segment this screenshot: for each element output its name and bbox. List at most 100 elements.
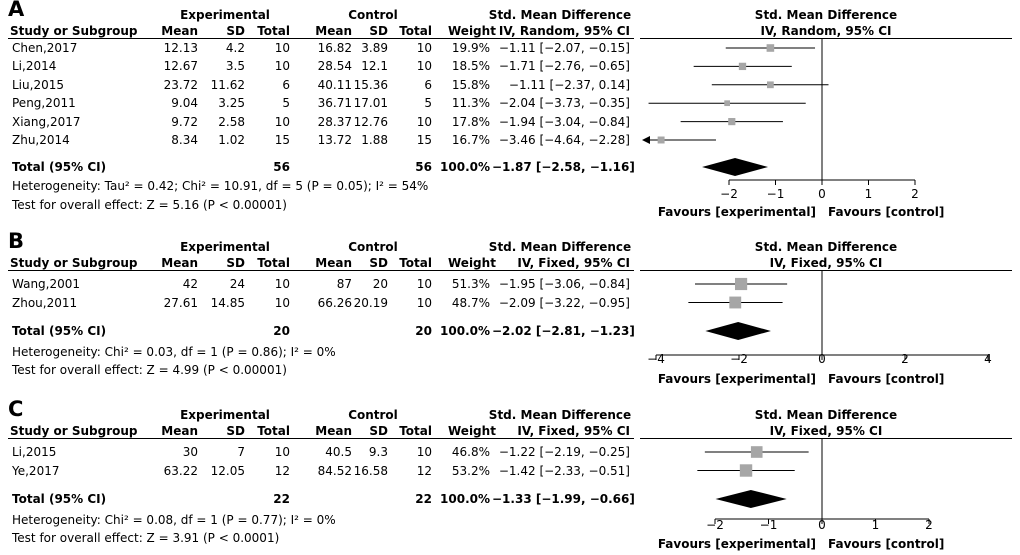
ctrl-mean: 28.54 [317,59,352,74]
header-plot-title: Std. Mean Difference [754,408,898,422]
exp-total: 10 [274,41,290,55]
study-name: Peng,2011 [12,96,76,111]
forest-panel-b: B Experimental Control Std. Mean Difference… [0,230,1020,390]
ctrl-sd: 3.89 [361,41,388,55]
study-weight: 48.7% [451,295,490,310]
header-study: Study or Subgroup [10,424,138,438]
exp-sd: 1.02 [218,133,245,147]
study-name: Zhou,2011 [12,295,78,310]
ctrl-total: 12 [416,463,432,478]
x-tick-label: −1 [760,518,778,532]
exp-sd: 14.85 [210,295,245,310]
header-experimental: Experimental [180,240,270,254]
ctrl-mean: 40.11 [317,77,352,92]
favours-control-label: Favours [control] [828,205,944,219]
header-effect-title: Std. Mean Difference [488,408,632,422]
exp-mean: 42 [182,277,198,291]
exp-mean: 30 [182,445,198,459]
favours-experimental-label: Favours [experimental] [658,537,816,551]
study-weight-marker [734,277,748,291]
exp-sd: 24 [229,277,245,291]
exp-total: 10 [274,59,290,74]
x-tick-label: 4 [984,352,992,366]
ctrl-mean: 84.52 [317,463,352,478]
study-name: Ye,2017 [12,463,60,478]
study-weight-marker [657,136,665,144]
study-weight: 18.5% [451,59,490,74]
header-exp-sd: SD [226,24,245,38]
header-control: Control [348,240,398,254]
panel-label: C [8,397,24,421]
ctrl-mean: 87 [336,277,352,291]
x-tick-label: 2 [925,518,933,532]
overall-effect-text: Test for overall effect: Z = 4.99 (P < 0… [12,363,287,377]
study-weight: 53.2% [451,463,490,478]
favours-experimental-label: Favours [experimental] [658,372,816,386]
study-weight: 15.8% [451,77,490,92]
exp-sd: 12.05 [210,463,245,478]
x-tick-label: 0 [818,187,826,201]
heterogeneity-text: Heterogeneity: Tau² = 0.42; Chi² = 10.91… [12,179,429,193]
x-tick-label: 1 [865,187,873,201]
header-exp-sd: SD [226,256,245,270]
ctrl-mean: 40.5 [325,445,352,459]
header-ctrl-total: Total [399,256,432,270]
plot-header-rule [640,438,1012,439]
study-weight: 51.3% [451,277,490,291]
study-ci: −1.94 [−3.04, −0.84] [498,114,630,129]
study-weight: 19.9% [451,41,490,55]
study-name: Liu,2015 [12,77,64,92]
study-ci: −3.46 [−4.64, −2.28] [498,133,630,147]
forest-plot-a: −2 −1 0 1 2 Favours [experimental] Favours [co… [642,38,944,219]
exp-sd: 3.5 [225,59,245,74]
header-study: Study or Subgroup [10,256,138,270]
ctrl-sd: 1.88 [361,133,388,147]
header-exp-mean: Mean [161,256,198,270]
header-study: Study or Subgroup [10,24,138,38]
header-exp-mean: Mean [161,424,198,438]
x-tick-label: 0 [818,352,826,366]
ctrl-mean: 13.72 [317,133,352,147]
header-plot-title: Std. Mean Difference [754,8,898,22]
exp-total: 15 [274,133,290,147]
study-ci: −1.71 [−2.76, −0.65] [498,59,630,74]
pooled-effect-diamond [705,322,771,340]
header-plot-sub: IV, Fixed, 95% CI [769,424,883,438]
header-ctrl-sd: SD [369,424,388,438]
ctrl-sd: 12.1 [361,59,388,74]
total-ctrl-n: 56 [415,160,432,174]
exp-total: 12 [274,463,290,478]
header-experimental: Experimental [180,8,270,22]
header-plot-sub: IV, Fixed, 95% CI [769,256,883,270]
exp-mean: 27.61 [163,295,198,310]
study-ci: −2.09 [−3.22, −0.95] [498,295,630,310]
study-ci: −1.42 [−2.33, −0.51] [498,463,630,478]
total-weight: 100.0% [440,160,490,174]
header-ctrl-sd: SD [369,256,388,270]
study-name: Chen,2017 [12,41,78,55]
exp-total: 5 [282,96,290,111]
study-weight-marker [729,296,742,309]
total-weight: 100.0% [440,492,490,506]
study-name: Li,2014 [12,59,57,74]
x-tick-label: 2 [901,352,909,366]
forest-plot-c: −2 −1 0 1 2 Favours [experimental] Favours [co… [658,438,944,551]
header-control: Control [348,408,398,422]
exp-mean: 9.04 [171,96,198,111]
favours-experimental-label: Favours [experimental] [658,205,816,219]
study-weight: 11.3% [451,96,490,111]
study-weight-marker [767,81,774,89]
exp-total: 6 [282,77,290,92]
ctrl-sd: 16.58 [353,463,388,478]
exp-mean: 23.72 [163,77,198,92]
ctrl-mean: 66.26 [317,295,352,310]
study-weight: 46.8% [451,445,490,459]
total-ci: −2.02 [−2.81, −1.23] [492,324,635,338]
exp-mean: 9.72 [171,114,198,129]
study-ci: −2.04 [−3.73, −0.35] [498,96,630,111]
ctrl-total: 10 [416,41,432,55]
ci-truncation-arrow [642,136,650,144]
exp-sd: 7 [237,445,245,459]
header-exp-total: Total [257,424,290,438]
header-rule [8,270,634,271]
